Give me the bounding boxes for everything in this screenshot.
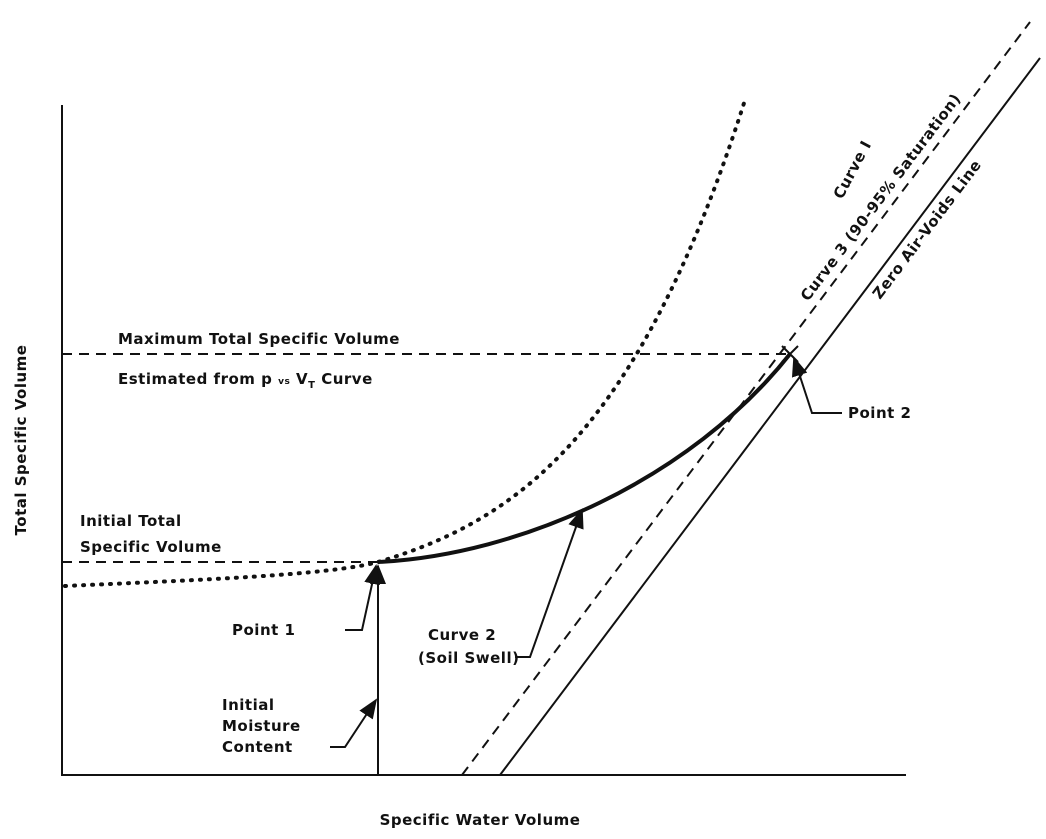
curve-2 (377, 352, 792, 564)
curve-2-label: (Soil Swell) (418, 649, 519, 667)
point-2-pointer (791, 356, 842, 414)
moisture-label: Moisture (222, 717, 301, 735)
moisture-pointer (330, 698, 378, 748)
max-volume-label: Maximum Total Specific Volume (118, 330, 400, 348)
moisture-label: Initial (222, 696, 274, 714)
curve-1-label: Curve I (830, 137, 876, 201)
moisture-label: Content (222, 738, 293, 756)
curve-2-label: Curve 2 (428, 626, 496, 644)
initial-total-label: Initial Total (80, 512, 182, 530)
curve-3 (461, 21, 1031, 776)
zero-air-voids-line (499, 57, 1041, 776)
point-1-label: Point 1 (232, 621, 295, 639)
curve-2-pointer (515, 508, 584, 658)
point-1-pointer (345, 564, 380, 631)
max-volume-label-2: Estimated from p vs VT Curve (118, 370, 373, 391)
x-axis-label: Specific Water Volume (380, 811, 581, 829)
point-2-label: Point 2 (848, 404, 911, 422)
initial-total-label: Specific Volume (80, 538, 222, 556)
y-axis-label: Total Specific Volume (12, 345, 30, 536)
